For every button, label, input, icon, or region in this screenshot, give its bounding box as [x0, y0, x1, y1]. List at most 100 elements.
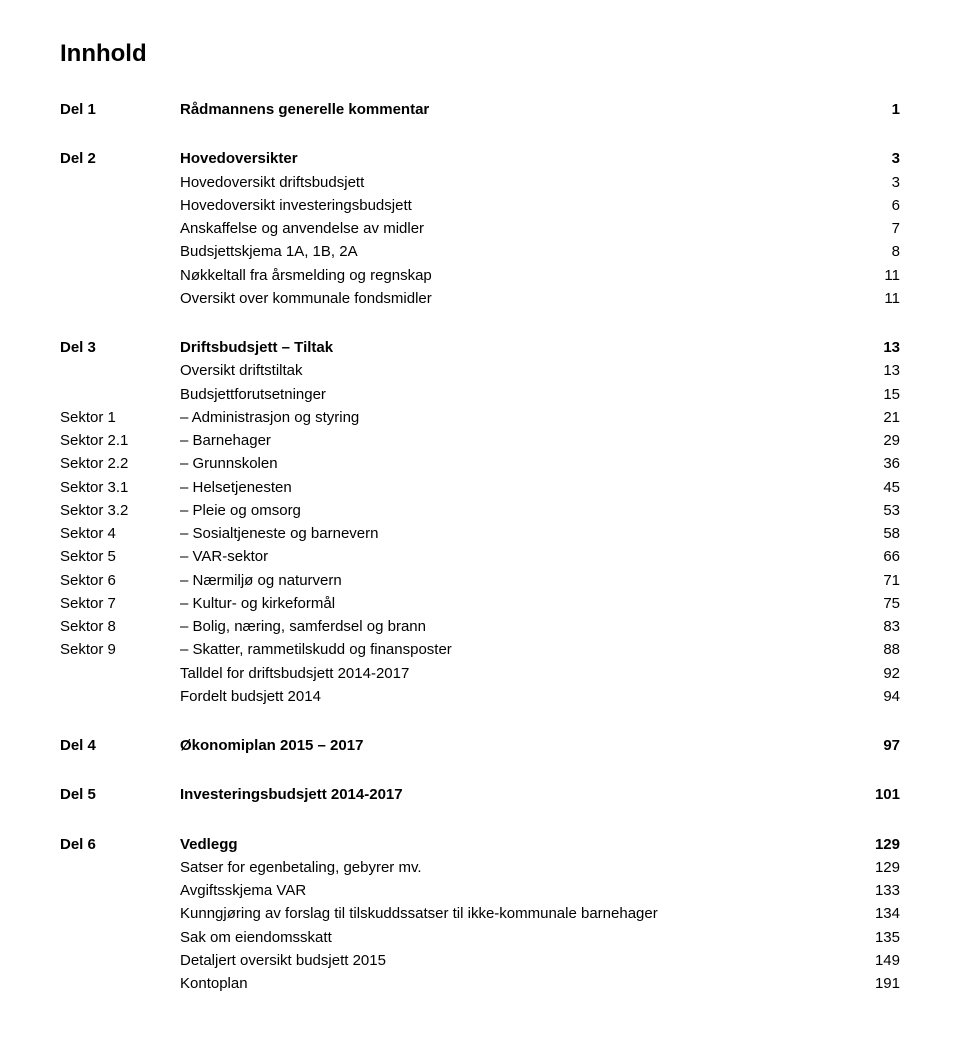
toc-text: Investeringsbudsjett 2014-2017 — [180, 783, 403, 806]
toc-page-number: 3 — [850, 171, 900, 194]
toc-section: Del 1Rådmannens generelle kommentar 1 — [60, 98, 900, 121]
toc-section: Del 3Driftsbudsjett – Tiltak13Oversikt d… — [60, 336, 900, 708]
toc-text: – Barnehager — [180, 429, 271, 452]
toc-page-number: 8 — [850, 240, 900, 263]
toc-row-left: Hovedoversikt driftsbudsjett — [60, 171, 364, 194]
toc-text: Hovedoversikter — [180, 147, 298, 170]
toc-row-left: Satser for egenbetaling, gebyrer mv. — [60, 856, 422, 879]
toc-row: Sektor 1– Administrasjon og styring 21 — [60, 406, 900, 429]
toc-row-left: Del 4Økonomiplan 2015 – 2017 — [60, 734, 363, 757]
toc-row-left: Del 1Rådmannens generelle kommentar — [60, 98, 429, 121]
toc-row: Sektor 7– Kultur- og kirkeformål 75 — [60, 592, 900, 615]
toc-text: Satser for egenbetaling, gebyrer mv. — [180, 856, 422, 879]
toc-row-left: Sektor 2.1– Barnehager — [60, 429, 271, 452]
toc-row-left: Sektor 6– Nærmiljø og naturvern — [60, 569, 342, 592]
toc-row: Fordelt budsjett 201494 — [60, 685, 900, 708]
toc-text: – Grunnskolen — [180, 452, 278, 475]
toc-row: Del 5Investeringsbudsjett 2014-2017101 — [60, 783, 900, 806]
toc-page-number: 6 — [850, 194, 900, 217]
toc-row: Avgiftsskjema VAR 133 — [60, 879, 900, 902]
toc-page-number: 66 — [850, 545, 900, 568]
toc-page-number: 11 — [850, 287, 900, 310]
toc-row: Del 3Driftsbudsjett – Tiltak13 — [60, 336, 900, 359]
toc-row: Budsjettforutsetninger15 — [60, 383, 900, 406]
toc-row-left: Sektor 9– Skatter, rammetilskudd og fina… — [60, 638, 452, 661]
toc-label: Del 3 — [60, 336, 180, 359]
toc-page-number: 133 — [850, 879, 900, 902]
toc-row: Sektor 3.2– Pleie og omsorg53 — [60, 499, 900, 522]
toc-row-left: Sektor 4– Sosialtjeneste og barnevern — [60, 522, 378, 545]
toc-page-number: 3 — [850, 147, 900, 170]
toc-row-left: Del 5Investeringsbudsjett 2014-2017 — [60, 783, 403, 806]
toc-label: Sektor 1 — [60, 406, 180, 429]
toc-row: Sektor 9– Skatter, rammetilskudd og fina… — [60, 638, 900, 661]
toc-label: Del 1 — [60, 98, 180, 121]
toc-row-left: Oversikt over kommunale fondsmidler — [60, 287, 432, 310]
toc-page-number: 83 — [850, 615, 900, 638]
toc-page-number: 88 — [850, 638, 900, 661]
toc-row: Kontoplan 191 — [60, 972, 900, 995]
toc-row-left: Budsjettskjema 1A, 1B, 2A — [60, 240, 358, 263]
toc-row: Sektor 8– Bolig, næring, samferdsel og b… — [60, 615, 900, 638]
toc-row-left: Sektor 3.1– Helsetjenesten — [60, 476, 292, 499]
toc-page-number: 58 — [850, 522, 900, 545]
toc-page-number: 75 — [850, 592, 900, 615]
toc-text: Detaljert oversikt budsjett 2015 — [180, 949, 386, 972]
toc-text: Hovedoversikt driftsbudsjett — [180, 171, 364, 194]
toc-row-left: Del 2Hovedoversikter — [60, 147, 298, 170]
toc-text: Oversikt over kommunale fondsmidler — [180, 287, 432, 310]
toc-label: Sektor 9 — [60, 638, 180, 661]
page-title: Innhold — [60, 40, 900, 68]
table-of-contents: Del 1Rådmannens generelle kommentar1Del … — [60, 98, 900, 995]
toc-row-left: Anskaffelse og anvendelse av midler — [60, 217, 424, 240]
toc-row: Sak om eiendomsskatt135 — [60, 926, 900, 949]
toc-page-number: 94 — [850, 685, 900, 708]
toc-text: Økonomiplan 2015 – 2017 — [180, 734, 363, 757]
toc-text: – Administrasjon og styring — [180, 406, 359, 429]
toc-row-left: Sektor 1– Administrasjon og styring — [60, 406, 359, 429]
toc-text: Budsjettskjema 1A, 1B, 2A — [180, 240, 358, 263]
toc-row-left: Kunngjøring av forslag til tilskuddssats… — [60, 902, 658, 925]
toc-text: – Sosialtjeneste og barnevern — [180, 522, 378, 545]
toc-row: Sektor 3.1– Helsetjenesten45 — [60, 476, 900, 499]
toc-page-number: 11 — [850, 264, 900, 287]
toc-row: Oversikt over kommunale fondsmidler 11 — [60, 287, 900, 310]
toc-section: Del 5Investeringsbudsjett 2014-2017101 — [60, 783, 900, 806]
toc-label: Sektor 2.2 — [60, 452, 180, 475]
toc-row-left: Nøkkeltall fra årsmelding og regnskap — [60, 264, 432, 287]
toc-text: – Bolig, næring, samferdsel og brann — [180, 615, 426, 638]
toc-row-left: Avgiftsskjema VAR — [60, 879, 306, 902]
toc-row: Satser for egenbetaling, gebyrer mv. 129 — [60, 856, 900, 879]
toc-page-number: 1 — [850, 98, 900, 121]
toc-row: Sektor 4– Sosialtjeneste og barnevern 58 — [60, 522, 900, 545]
toc-row-left: Budsjettforutsetninger — [60, 383, 326, 406]
toc-page-number: 129 — [850, 833, 900, 856]
toc-row-left: Sektor 5– VAR-sektor — [60, 545, 268, 568]
toc-text: Driftsbudsjett – Tiltak — [180, 336, 333, 359]
toc-page-number: 134 — [850, 902, 900, 925]
toc-page-number: 21 — [850, 406, 900, 429]
toc-text: Rådmannens generelle kommentar — [180, 98, 429, 121]
toc-row: Del 4Økonomiplan 2015 – 201797 — [60, 734, 900, 757]
toc-row: Hovedoversikt driftsbudsjett 3 — [60, 171, 900, 194]
toc-text: Vedlegg — [180, 833, 238, 856]
toc-text: – Nærmiljø og naturvern — [180, 569, 342, 592]
toc-label: Del 5 — [60, 783, 180, 806]
toc-text: Hovedoversikt investeringsbudsjett — [180, 194, 412, 217]
toc-label: Sektor 4 — [60, 522, 180, 545]
toc-page-number: 129 — [850, 856, 900, 879]
toc-label: Sektor 5 — [60, 545, 180, 568]
toc-row-left: Sektor 7– Kultur- og kirkeformål — [60, 592, 335, 615]
toc-label: Del 2 — [60, 147, 180, 170]
toc-row-left: Detaljert oversikt budsjett 2015 — [60, 949, 386, 972]
toc-text: Kunngjøring av forslag til tilskuddssats… — [180, 902, 658, 925]
toc-label: Sektor 7 — [60, 592, 180, 615]
toc-row-left: Del 6Vedlegg — [60, 833, 238, 856]
toc-row-left: Sak om eiendomsskatt — [60, 926, 332, 949]
toc-label: Sektor 6 — [60, 569, 180, 592]
toc-row-left: Sektor 8– Bolig, næring, samferdsel og b… — [60, 615, 426, 638]
toc-text: Kontoplan — [180, 972, 248, 995]
toc-page-number: 13 — [850, 359, 900, 382]
toc-page-number: 191 — [850, 972, 900, 995]
toc-row: Sektor 2.1– Barnehager29 — [60, 429, 900, 452]
